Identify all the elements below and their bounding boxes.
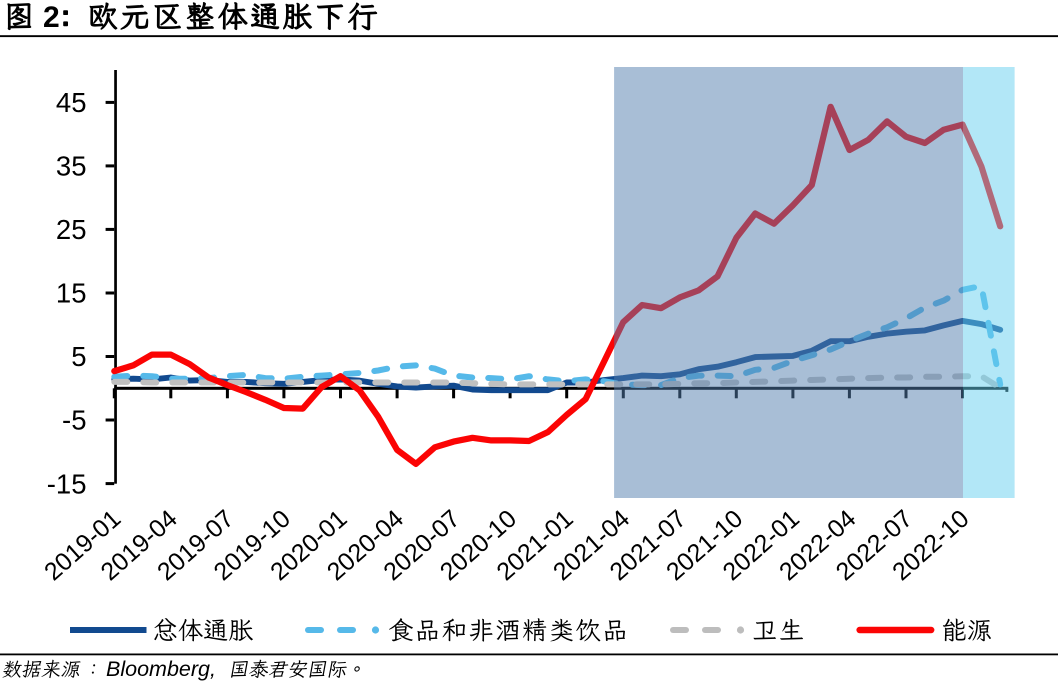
- svg-text:5: 5: [71, 341, 86, 372]
- svg-text:45: 45: [56, 87, 87, 118]
- svg-text:15: 15: [56, 278, 87, 309]
- svg-text:Bloomberg,: Bloomberg,: [106, 657, 216, 681]
- svg-text:2: 2: [43, 1, 60, 34]
- svg-text:-15: -15: [47, 468, 87, 499]
- svg-text:25: 25: [56, 214, 87, 245]
- svg-text:35: 35: [56, 151, 87, 182]
- svg-text:-5: -5: [62, 405, 86, 436]
